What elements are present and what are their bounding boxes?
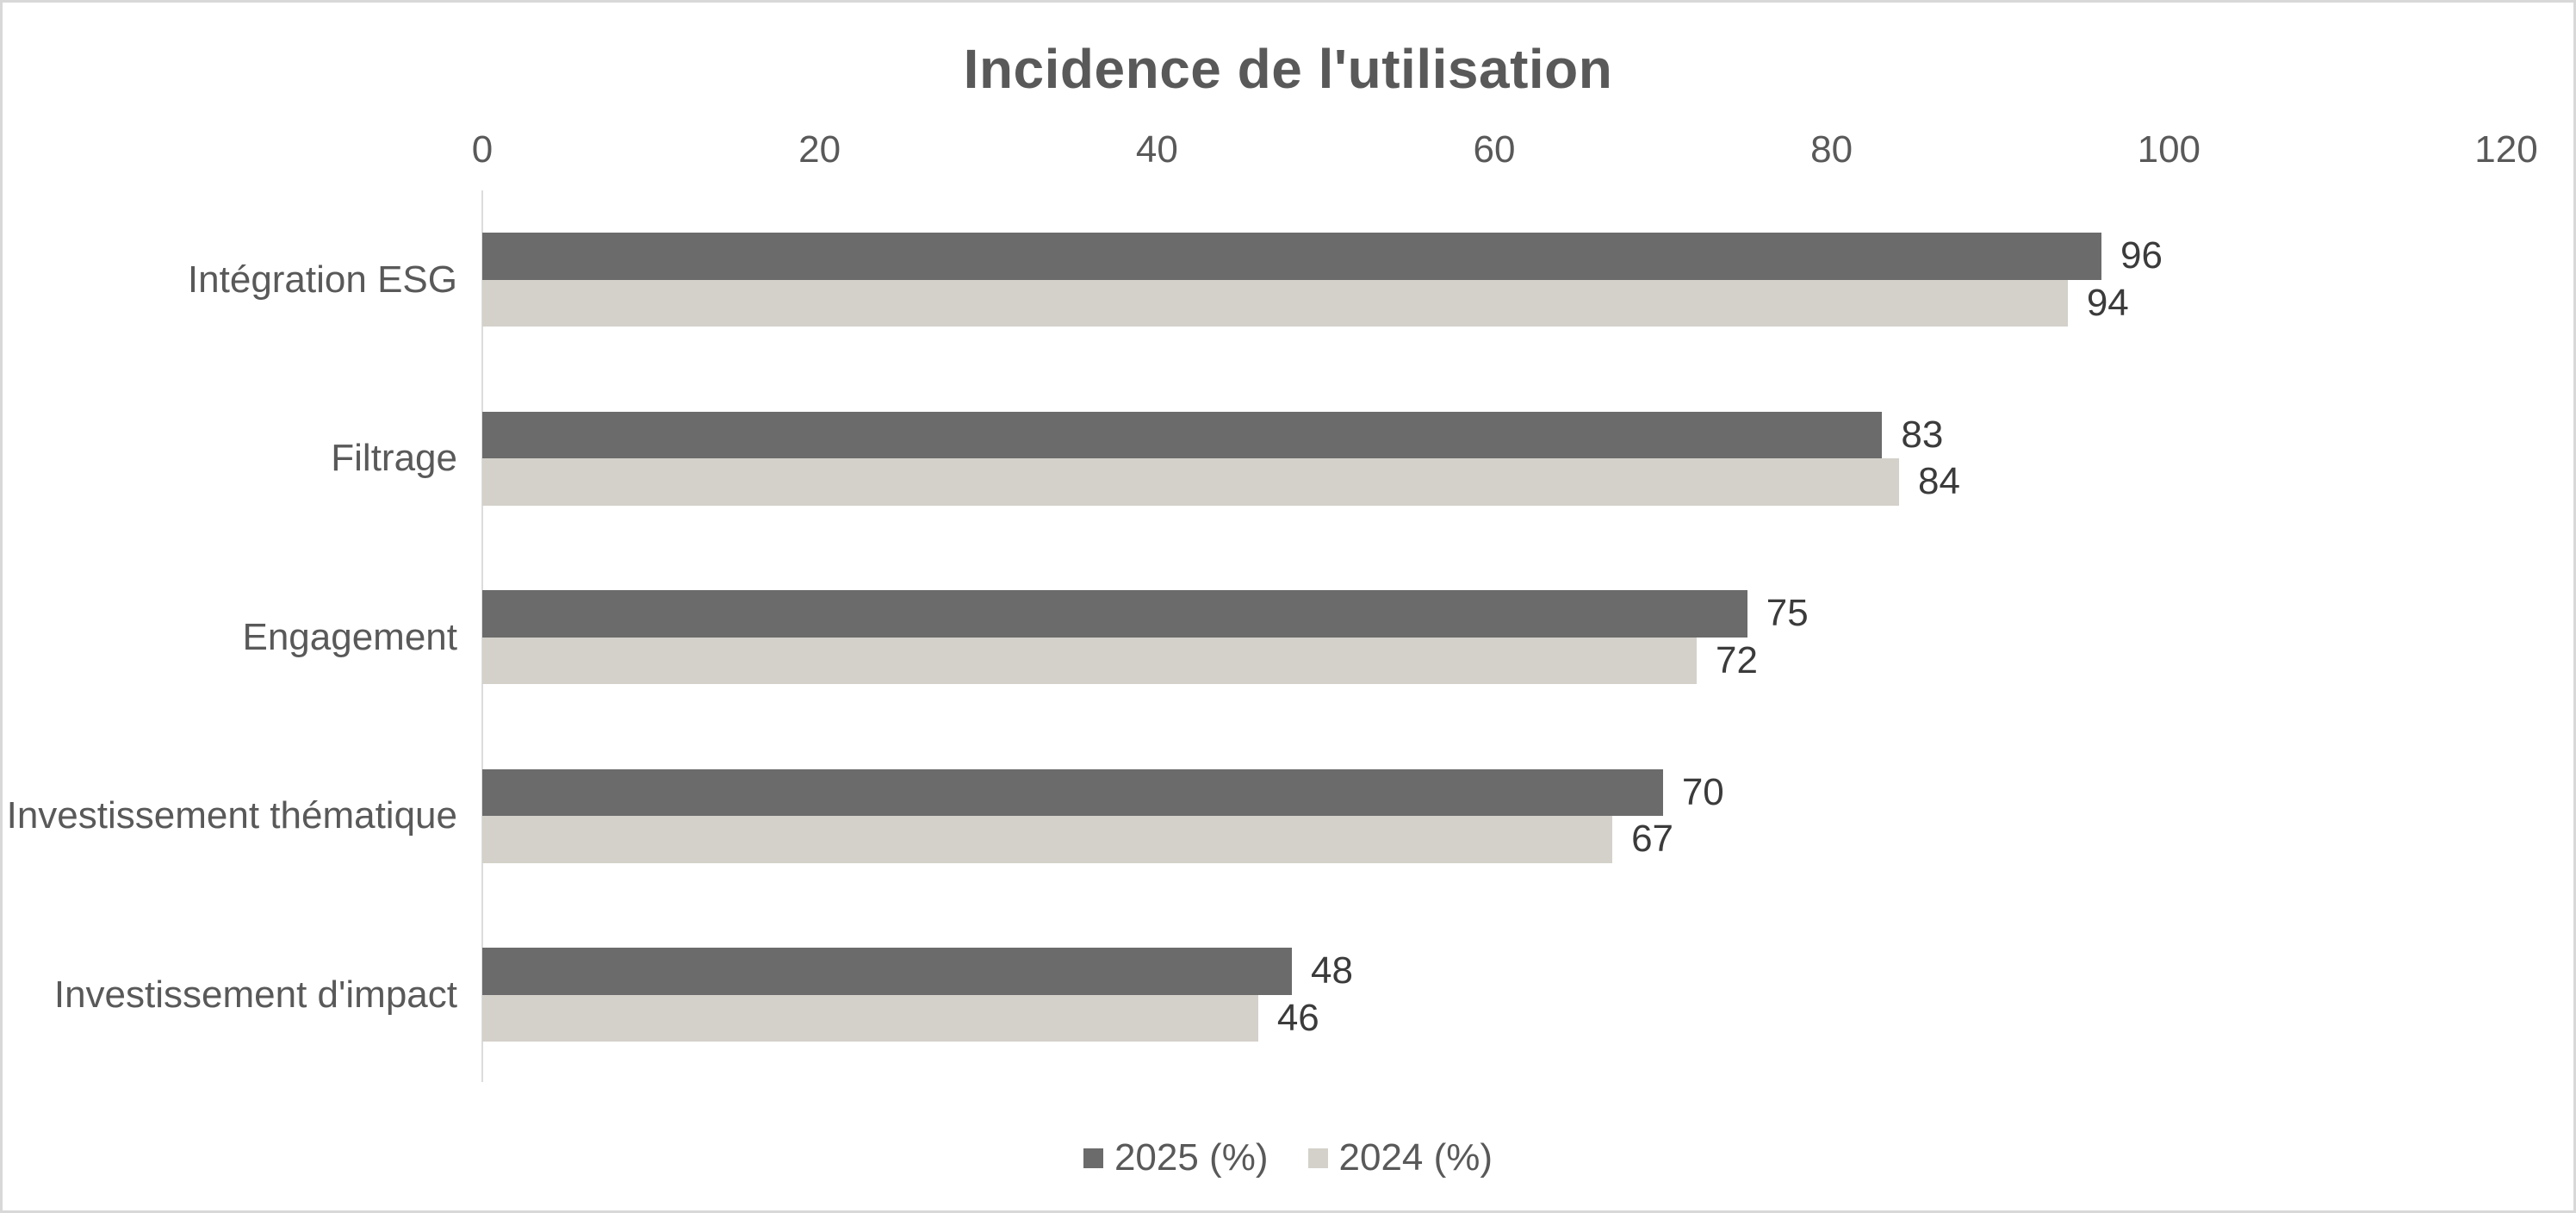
x-axis-tick: 100 xyxy=(2137,128,2201,171)
data-label: 83 xyxy=(1901,413,1944,456)
x-axis-tick: 20 xyxy=(798,128,841,171)
data-label: 48 xyxy=(1311,949,1353,992)
legend-item: 2025 (%) xyxy=(1083,1136,1269,1179)
bar-series-1 xyxy=(482,411,1883,458)
bar-series-2 xyxy=(482,637,1697,684)
category-label: Filtrage xyxy=(331,437,457,479)
category-label: Intégration ESG xyxy=(187,258,457,301)
bar-series-2 xyxy=(482,994,1258,1042)
x-axis-tick: 0 xyxy=(471,128,493,171)
legend-label: 2024 (%) xyxy=(1338,1136,1493,1179)
legend-swatch-icon xyxy=(1083,1148,1103,1168)
data-label: 94 xyxy=(2086,281,2129,324)
category-label: Engagement xyxy=(242,615,457,658)
bar-series-2 xyxy=(482,279,2068,327)
bar-series-1 xyxy=(482,233,2101,280)
data-label: 84 xyxy=(1918,460,1960,503)
data-label: 72 xyxy=(1716,638,1758,681)
plot-area: Intégration ESG 96 94 Filtrage 83 84 Engagemen… xyxy=(3,3,2573,1210)
x-axis-tick: 40 xyxy=(1135,128,1178,171)
category-label: Investissement d'impact xyxy=(53,973,457,1016)
x-axis-tick: 80 xyxy=(1810,128,1853,171)
x-axis-tick: 60 xyxy=(1473,128,1516,171)
data-label: 96 xyxy=(2120,234,2163,277)
bar-series-1 xyxy=(482,948,1292,995)
bar-series-1 xyxy=(482,768,1663,816)
chart-title: Incidence de l'utilisation xyxy=(963,38,1613,100)
category-label: Investissement thématique xyxy=(6,794,457,837)
legend-item: 2024 (%) xyxy=(1307,1136,1493,1179)
data-label: 70 xyxy=(1681,770,1724,813)
x-axis: 0 20 40 60 80 100 120 xyxy=(3,128,2573,180)
legend-label: 2025 (%) xyxy=(1114,1136,1269,1179)
x-axis-tick: 120 xyxy=(2474,128,2538,171)
bar-series-2 xyxy=(482,816,1613,863)
data-label: 67 xyxy=(1631,818,1674,861)
data-label: 46 xyxy=(1276,996,1319,1039)
bar-series-1 xyxy=(482,590,1747,638)
legend: 2025 (%) 2024 (%) xyxy=(3,1136,2573,1179)
legend-swatch-icon xyxy=(1307,1148,1328,1168)
bar-series-2 xyxy=(482,458,1899,506)
data-label: 75 xyxy=(1766,592,1809,635)
